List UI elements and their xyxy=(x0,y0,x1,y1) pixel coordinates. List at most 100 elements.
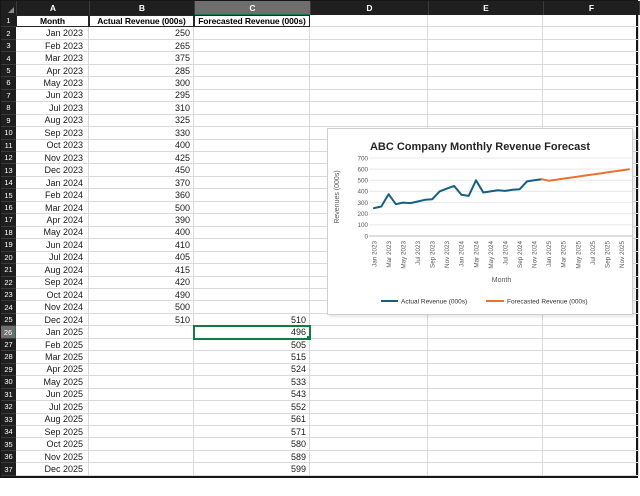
column-header-F[interactable]: F xyxy=(544,1,640,15)
cell-C26[interactable]: 496 xyxy=(194,326,310,338)
cell-D37[interactable] xyxy=(310,463,428,475)
cell-B7[interactable]: 295 xyxy=(89,90,194,102)
cell-A35[interactable]: Oct 2025 xyxy=(16,438,89,450)
cell-D29[interactable] xyxy=(310,364,428,376)
cell-F26[interactable] xyxy=(543,326,639,338)
row-header-5[interactable]: 5 xyxy=(1,65,16,77)
row-header-16[interactable]: 16 xyxy=(1,202,16,214)
cell-A34[interactable]: Sep 2025 xyxy=(16,426,89,438)
cell-C15[interactable] xyxy=(194,189,310,201)
cell-F30[interactable] xyxy=(543,376,639,388)
cell-D3[interactable] xyxy=(310,40,428,52)
cell-F1[interactable] xyxy=(543,15,639,27)
cell-F28[interactable] xyxy=(543,351,639,363)
cell-E9[interactable] xyxy=(428,115,543,127)
row-header-22[interactable]: 22 xyxy=(1,277,16,289)
cell-B29[interactable] xyxy=(89,364,194,376)
cell-C28[interactable]: 515 xyxy=(194,351,310,363)
cell-B10[interactable]: 330 xyxy=(89,127,194,139)
cell-E5[interactable] xyxy=(428,65,543,77)
cell-B32[interactable] xyxy=(89,401,194,413)
row-header-20[interactable]: 20 xyxy=(1,252,16,264)
cell-B1[interactable]: Actual Revenue (000s) xyxy=(89,15,194,27)
cell-F5[interactable] xyxy=(543,65,639,77)
row-header-15[interactable]: 15 xyxy=(1,189,16,201)
cell-C7[interactable] xyxy=(194,90,310,102)
cell-E34[interactable] xyxy=(428,426,543,438)
cell-F35[interactable] xyxy=(543,438,639,450)
cell-D33[interactable] xyxy=(310,414,428,426)
cell-E27[interactable] xyxy=(428,339,543,351)
cell-E4[interactable] xyxy=(428,52,543,64)
cell-E2[interactable] xyxy=(428,27,543,39)
cell-D28[interactable] xyxy=(310,351,428,363)
cell-A9[interactable]: Aug 2023 xyxy=(16,115,89,127)
cell-A28[interactable]: Mar 2025 xyxy=(16,351,89,363)
cell-F37[interactable] xyxy=(543,463,639,475)
cell-C31[interactable]: 543 xyxy=(194,389,310,401)
row-header-33[interactable]: 33 xyxy=(1,414,16,426)
cell-B31[interactable] xyxy=(89,389,194,401)
cell-F2[interactable] xyxy=(543,27,639,39)
cell-E35[interactable] xyxy=(428,438,543,450)
cell-C25[interactable]: 510 xyxy=(194,314,310,326)
cell-B33[interactable] xyxy=(89,414,194,426)
cell-A5[interactable]: Apr 2023 xyxy=(16,65,89,77)
row-header-31[interactable]: 31 xyxy=(1,389,16,401)
cell-D27[interactable] xyxy=(310,339,428,351)
column-header-C[interactable]: C xyxy=(195,1,311,15)
cell-B34[interactable] xyxy=(89,426,194,438)
row-header-7[interactable]: 7 xyxy=(1,90,16,102)
cell-B3[interactable]: 265 xyxy=(89,40,194,52)
cell-A27[interactable]: Feb 2025 xyxy=(16,339,89,351)
cell-D34[interactable] xyxy=(310,426,428,438)
cell-B21[interactable]: 415 xyxy=(89,264,194,276)
row-header-30[interactable]: 30 xyxy=(1,376,16,388)
row-header-26[interactable]: 26 xyxy=(1,326,16,338)
row-header-4[interactable]: 4 xyxy=(1,52,16,64)
cell-A1[interactable]: Month xyxy=(16,15,89,27)
cell-A18[interactable]: May 2024 xyxy=(16,227,89,239)
row-header-9[interactable]: 9 xyxy=(1,115,16,127)
select-all-corner[interactable] xyxy=(1,1,17,15)
row-header-29[interactable]: 29 xyxy=(1,364,16,376)
cell-C5[interactable] xyxy=(194,65,310,77)
cell-C36[interactable]: 589 xyxy=(194,451,310,463)
cell-B35[interactable] xyxy=(89,438,194,450)
cell-F25[interactable] xyxy=(543,314,639,326)
cell-D26[interactable] xyxy=(310,326,428,338)
cell-E28[interactable] xyxy=(428,351,543,363)
row-header-35[interactable]: 35 xyxy=(1,438,16,450)
cell-D4[interactable] xyxy=(310,52,428,64)
cell-C16[interactable] xyxy=(194,202,310,214)
cell-C29[interactable]: 524 xyxy=(194,364,310,376)
cell-B17[interactable]: 390 xyxy=(89,214,194,226)
cell-A25[interactable]: Dec 2024 xyxy=(16,314,89,326)
cell-A19[interactable]: Jun 2024 xyxy=(16,239,89,251)
cell-A21[interactable]: Aug 2024 xyxy=(16,264,89,276)
cell-D31[interactable] xyxy=(310,389,428,401)
cell-C11[interactable] xyxy=(194,140,310,152)
cell-C1[interactable]: Forecasted Revenue (000s) xyxy=(194,15,310,27)
cell-E1[interactable] xyxy=(428,15,543,27)
cell-C22[interactable] xyxy=(194,277,310,289)
cell-A32[interactable]: Jul 2025 xyxy=(16,401,89,413)
cell-D36[interactable] xyxy=(310,451,428,463)
cell-A23[interactable]: Oct 2024 xyxy=(16,289,89,301)
cell-D9[interactable] xyxy=(310,115,428,127)
revenue-chart[interactable]: 0100200300400500600700Jan 2023Mar 2023Ma… xyxy=(327,128,633,315)
cell-E31[interactable] xyxy=(428,389,543,401)
cell-C37[interactable]: 599 xyxy=(194,463,310,475)
cell-A7[interactable]: Jun 2023 xyxy=(16,90,89,102)
cell-F8[interactable] xyxy=(543,102,639,114)
cell-B19[interactable]: 410 xyxy=(89,239,194,251)
cell-E36[interactable] xyxy=(428,451,543,463)
cell-B28[interactable] xyxy=(89,351,194,363)
cell-B16[interactable]: 500 xyxy=(89,202,194,214)
cell-F32[interactable] xyxy=(543,401,639,413)
cell-C10[interactable] xyxy=(194,127,310,139)
cell-A31[interactable]: Jun 2025 xyxy=(16,389,89,401)
cell-F6[interactable] xyxy=(543,77,639,89)
cell-B25[interactable]: 510 xyxy=(89,314,194,326)
row-header-13[interactable]: 13 xyxy=(1,164,16,176)
